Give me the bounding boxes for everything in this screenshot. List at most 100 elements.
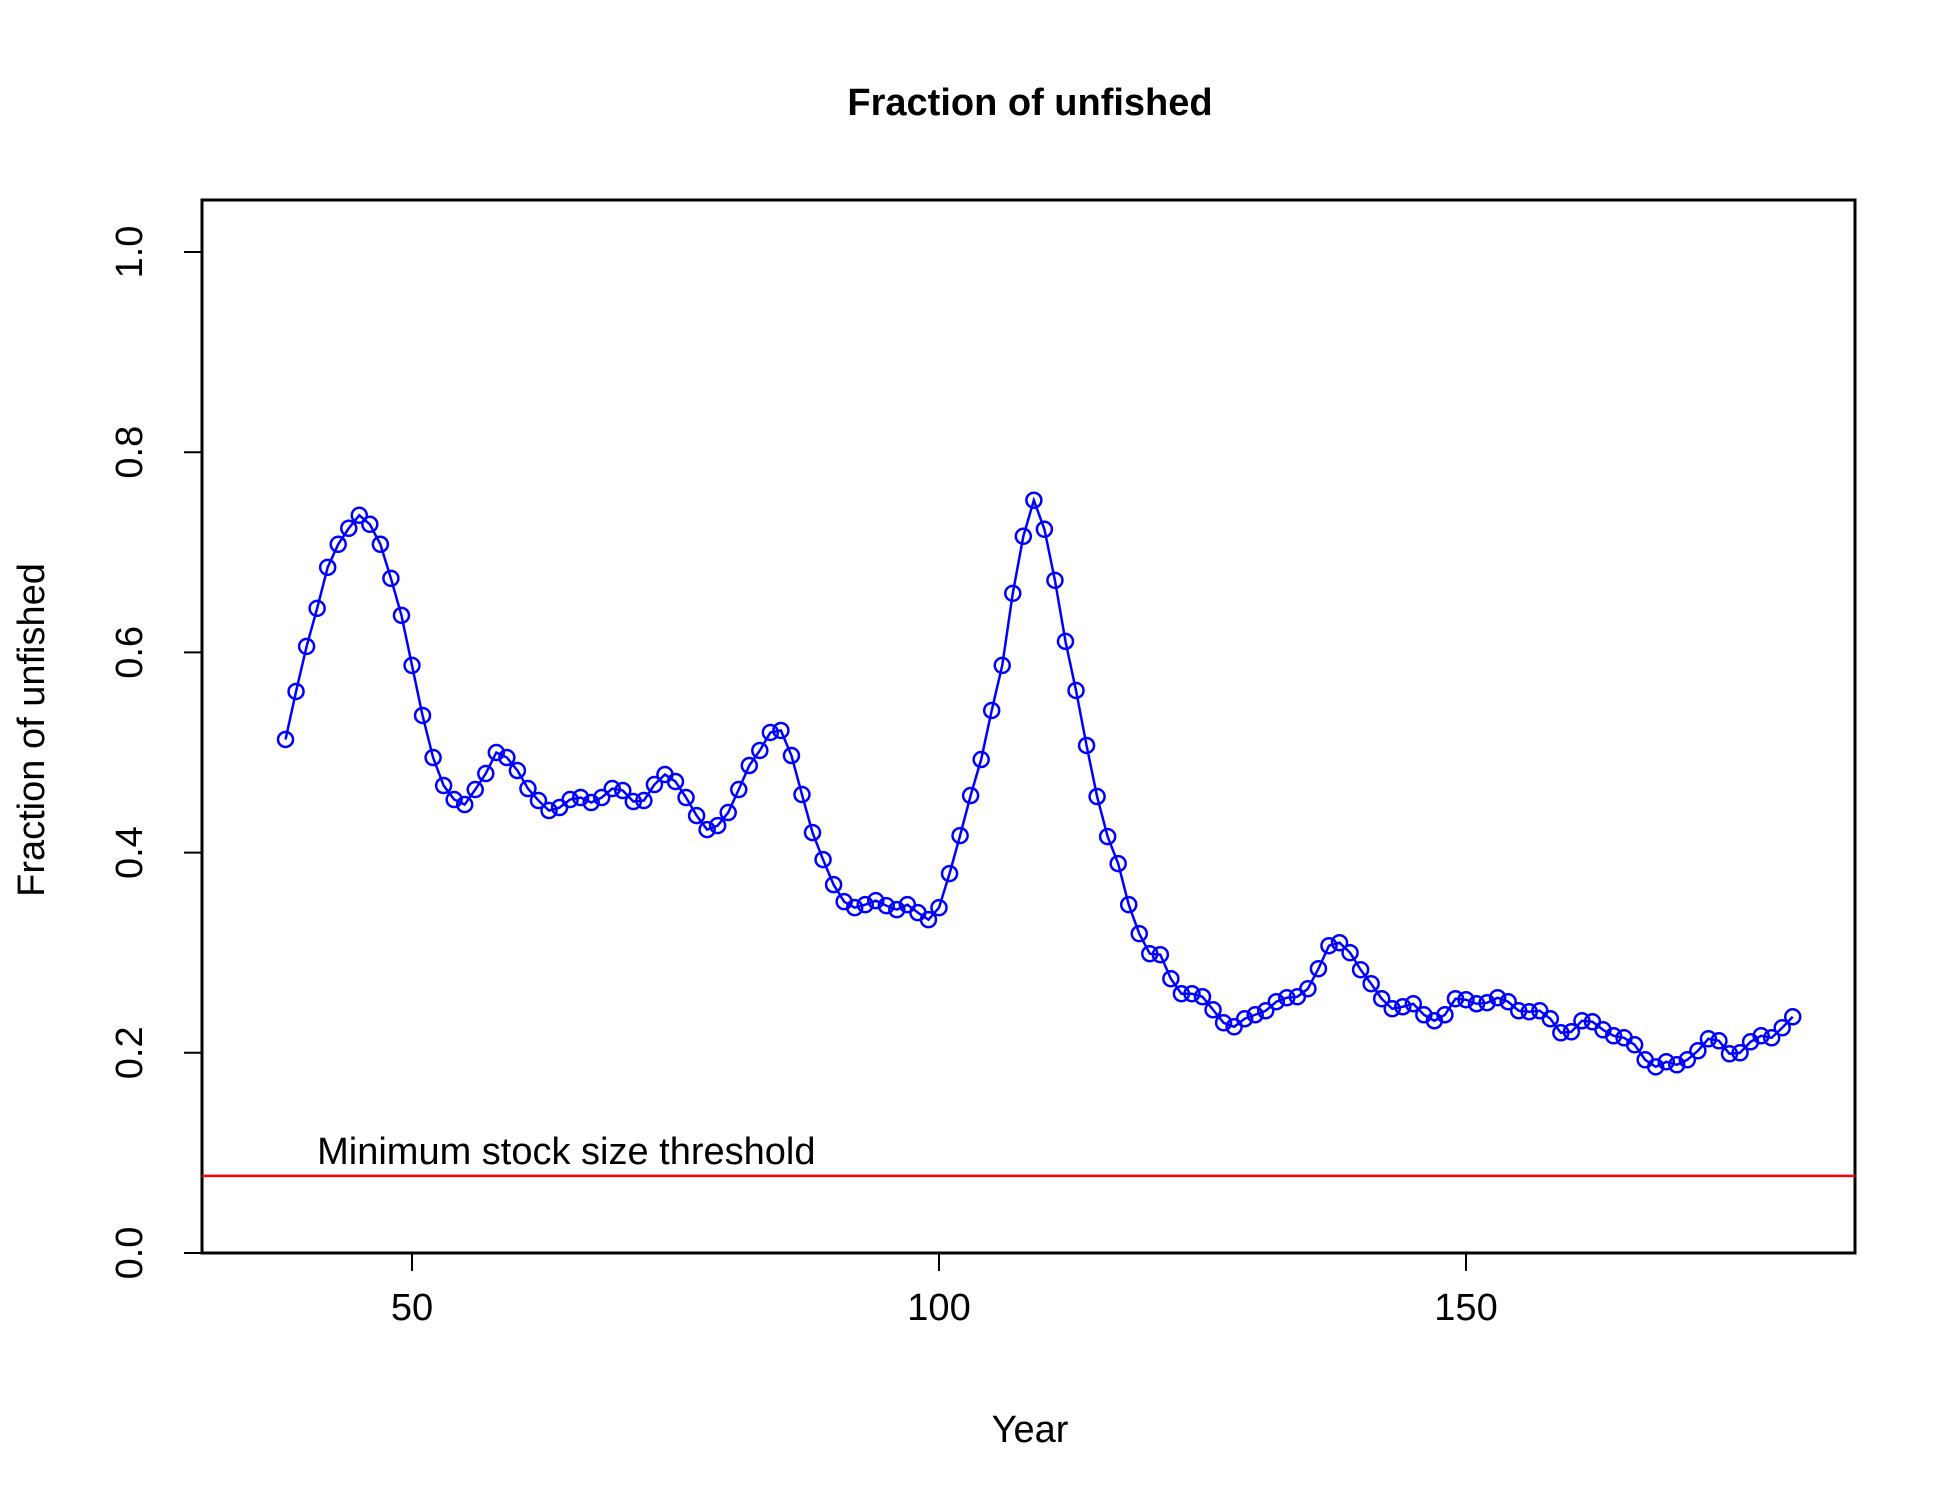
data-point: [961, 786, 980, 805]
data-point: [740, 756, 759, 775]
threshold-layer: Minimum stock size threshold: [202, 1131, 1855, 1178]
data-point: [877, 896, 896, 915]
data-point: [477, 764, 495, 783]
data-point: [1562, 1023, 1581, 1041]
data-point: [1162, 969, 1180, 988]
y-tick-label: 0.6: [109, 626, 151, 679]
y-tick-label: 0.2: [109, 1026, 151, 1079]
data-point: [1552, 1024, 1570, 1042]
data-point: [951, 826, 969, 845]
x-tick-label: 100: [907, 1287, 970, 1329]
data-point: [1067, 681, 1085, 700]
data-point: [382, 569, 400, 588]
x-axis: 50 100 150: [391, 1252, 1498, 1329]
data-point: [856, 895, 874, 914]
data-point: [1235, 1010, 1254, 1028]
data-point: [1720, 1045, 1739, 1063]
data-point: [1214, 1014, 1233, 1032]
data-point: [1509, 1002, 1528, 1020]
data-point: [582, 793, 600, 812]
data-point: [1383, 1000, 1401, 1018]
data-point: [666, 772, 685, 791]
data-point: [276, 730, 295, 749]
data-point: [993, 656, 1011, 675]
data-point: [571, 788, 590, 807]
data-point: [487, 743, 506, 762]
data-point: [392, 606, 411, 625]
data-point: [1436, 1006, 1454, 1024]
data-point: [1141, 944, 1159, 963]
data-point: [466, 780, 484, 799]
data-point: [1151, 945, 1170, 964]
data-point: [940, 864, 959, 883]
data-point: [1668, 1056, 1686, 1074]
series-line: [284, 496, 1794, 1069]
x-axis-label: Year: [992, 1409, 1069, 1451]
x-tick-label: 150: [1434, 1287, 1497, 1329]
data-point: [1731, 1044, 1749, 1062]
data-point: [698, 820, 716, 839]
data-point: [308, 599, 326, 618]
data-point: [297, 637, 316, 656]
data-point: [1362, 974, 1380, 993]
data-point: [1204, 1001, 1222, 1019]
y-tick-label: 0.0: [109, 1227, 151, 1280]
data-point: [1467, 995, 1486, 1013]
data-point: [1119, 895, 1138, 914]
series-layer: [276, 491, 1802, 1076]
data-point: [845, 898, 864, 917]
data-point: [1457, 990, 1475, 1009]
data-point: [529, 791, 548, 810]
chart-title: Fraction of unfished: [847, 82, 1212, 124]
data-point: [1056, 632, 1075, 651]
data-point: [445, 790, 463, 809]
data-point: [1752, 1027, 1770, 1045]
data-point: [287, 682, 305, 701]
data-point: [1488, 988, 1507, 1007]
data-point: [645, 775, 664, 794]
data-point: [708, 816, 727, 835]
data-point: [1330, 933, 1349, 952]
data-point: [1341, 943, 1359, 962]
data-point: [1699, 1030, 1718, 1048]
data-point: [1256, 1002, 1275, 1020]
data-point: [919, 910, 938, 929]
data-point: [782, 746, 801, 765]
data-point: [687, 806, 706, 825]
y-tick-label: 0.8: [109, 426, 151, 479]
data-point: [1046, 571, 1064, 590]
data-point: [1014, 527, 1033, 546]
data-point: [1657, 1053, 1676, 1071]
data-point: [603, 779, 622, 798]
data-point: [1773, 1019, 1791, 1037]
data-point: [614, 781, 632, 800]
y-axis: 0.0 0.2 0.4 0.6 0.8 1.0: [109, 226, 203, 1280]
data-point: [1172, 984, 1191, 1003]
data-point: [561, 790, 579, 809]
data-point: [729, 780, 748, 799]
data-point: [318, 558, 337, 577]
y-tick-label: 1.0: [109, 226, 151, 279]
data-point: [434, 776, 453, 795]
data-point: [1499, 992, 1517, 1011]
data-point: [1351, 960, 1370, 979]
data-point: [1710, 1032, 1728, 1050]
data-point: [361, 515, 379, 534]
data-point: [1478, 994, 1496, 1012]
data-point: [624, 792, 643, 811]
data-point: [540, 801, 558, 820]
data-point: [350, 506, 369, 525]
data-point: [814, 850, 832, 869]
data-point: [1088, 787, 1106, 806]
x-tick-label: 50: [391, 1287, 433, 1329]
data-point: [1320, 936, 1338, 955]
data-point: [677, 788, 695, 807]
data-point: [413, 706, 432, 725]
data-point: [1025, 491, 1043, 509]
plot-frame: [200, 198, 1857, 1255]
data-point: [972, 750, 990, 769]
data-point: [371, 535, 390, 554]
data-point: [982, 701, 1001, 720]
y-axis-label: Fraction of unfished: [11, 563, 53, 897]
data-point: [888, 900, 906, 919]
